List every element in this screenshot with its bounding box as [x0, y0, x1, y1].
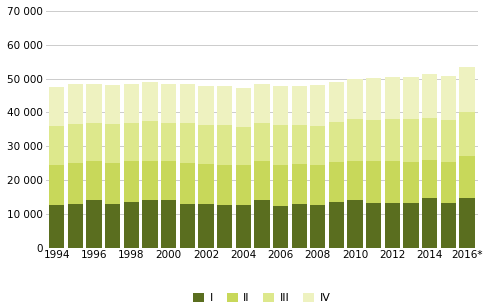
- Bar: [440, 162, 456, 203]
- Bar: [86, 123, 102, 161]
- Bar: [49, 205, 64, 248]
- Bar: [105, 85, 120, 124]
- Bar: [404, 120, 419, 162]
- Bar: [292, 204, 307, 248]
- Bar: [254, 84, 270, 123]
- Bar: [366, 161, 382, 203]
- Bar: [310, 205, 326, 248]
- Bar: [124, 161, 139, 202]
- Bar: [440, 203, 456, 248]
- Bar: [310, 126, 326, 165]
- Bar: [459, 67, 475, 112]
- Bar: [198, 204, 214, 248]
- Bar: [329, 162, 344, 202]
- Bar: [198, 86, 214, 125]
- Bar: [422, 198, 437, 248]
- Bar: [440, 120, 456, 162]
- Bar: [217, 165, 232, 205]
- Bar: [180, 204, 195, 248]
- Bar: [142, 82, 158, 121]
- Bar: [348, 79, 363, 119]
- Bar: [366, 120, 382, 161]
- Bar: [329, 122, 344, 162]
- Bar: [422, 118, 437, 160]
- Bar: [254, 161, 270, 200]
- Bar: [404, 162, 419, 203]
- Bar: [180, 123, 195, 163]
- Bar: [385, 77, 400, 119]
- Bar: [422, 160, 437, 198]
- Bar: [385, 119, 400, 161]
- Bar: [124, 84, 139, 123]
- Bar: [254, 200, 270, 248]
- Bar: [348, 161, 363, 200]
- Bar: [404, 77, 419, 120]
- Bar: [366, 78, 382, 120]
- Bar: [422, 74, 437, 118]
- Bar: [236, 127, 251, 165]
- Bar: [68, 84, 83, 124]
- Bar: [404, 203, 419, 248]
- Bar: [459, 156, 475, 198]
- Bar: [105, 124, 120, 163]
- Bar: [385, 161, 400, 203]
- Bar: [292, 164, 307, 204]
- Bar: [86, 200, 102, 248]
- Bar: [348, 119, 363, 161]
- Bar: [329, 82, 344, 122]
- Bar: [124, 202, 139, 248]
- Bar: [198, 125, 214, 164]
- Bar: [254, 123, 270, 161]
- Bar: [49, 165, 64, 205]
- Bar: [236, 205, 251, 248]
- Bar: [217, 125, 232, 165]
- Bar: [49, 87, 64, 126]
- Bar: [124, 123, 139, 161]
- Bar: [105, 204, 120, 248]
- Bar: [348, 200, 363, 248]
- Bar: [161, 161, 176, 200]
- Bar: [292, 86, 307, 125]
- Bar: [366, 203, 382, 248]
- Bar: [292, 125, 307, 164]
- Bar: [236, 165, 251, 205]
- Bar: [142, 200, 158, 248]
- Bar: [161, 200, 176, 248]
- Bar: [459, 112, 475, 156]
- Bar: [161, 84, 176, 123]
- Bar: [273, 86, 288, 125]
- Bar: [142, 161, 158, 200]
- Bar: [310, 85, 326, 126]
- Bar: [105, 163, 120, 204]
- Bar: [273, 165, 288, 206]
- Bar: [385, 203, 400, 248]
- Bar: [310, 165, 326, 205]
- Bar: [180, 163, 195, 204]
- Bar: [459, 198, 475, 248]
- Bar: [142, 121, 158, 161]
- Bar: [198, 164, 214, 204]
- Bar: [236, 88, 251, 127]
- Bar: [68, 163, 83, 204]
- Bar: [440, 76, 456, 120]
- Bar: [273, 125, 288, 165]
- Bar: [86, 84, 102, 123]
- Bar: [329, 202, 344, 248]
- Bar: [68, 204, 83, 248]
- Bar: [49, 126, 64, 165]
- Bar: [217, 205, 232, 248]
- Bar: [273, 206, 288, 248]
- Bar: [161, 123, 176, 161]
- Legend: I, II, III, IV: I, II, III, IV: [189, 289, 335, 302]
- Bar: [68, 124, 83, 163]
- Bar: [217, 86, 232, 125]
- Bar: [86, 161, 102, 200]
- Bar: [180, 84, 195, 123]
